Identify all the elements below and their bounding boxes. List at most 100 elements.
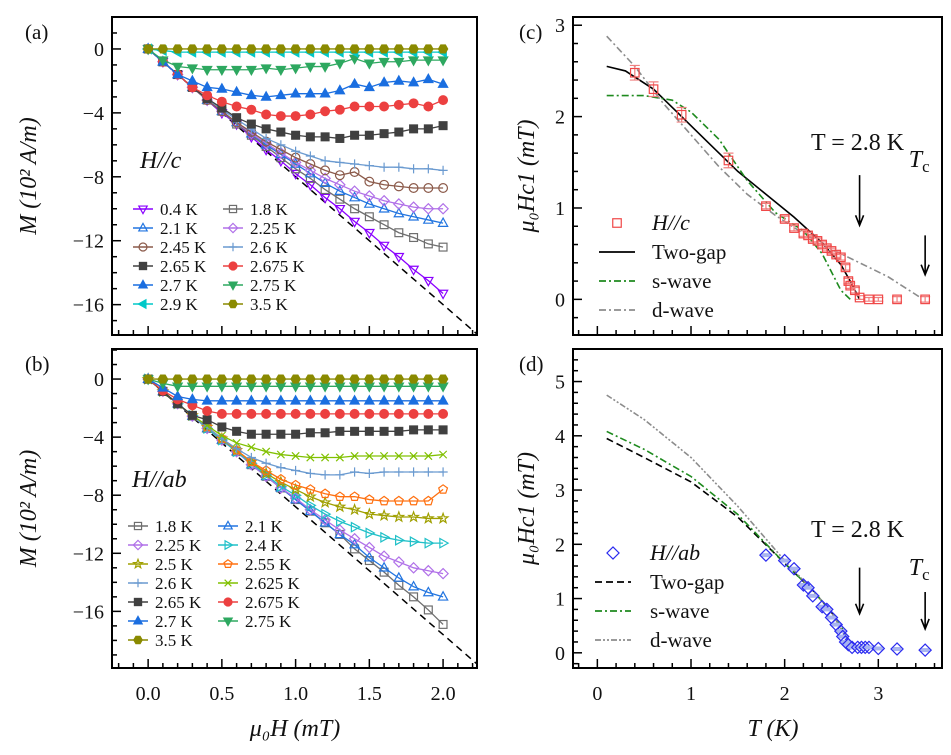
data-point [378, 202, 390, 213]
data-point [378, 561, 390, 572]
data-point [348, 532, 361, 545]
data-point [289, 64, 302, 75]
data-point [335, 157, 345, 168]
data-point [422, 213, 434, 224]
legend-item: 1.8 K [128, 517, 194, 536]
data-point [840, 262, 851, 273]
data-point [864, 294, 874, 305]
data-point [805, 588, 820, 603]
legend-label: 2.625 K [245, 574, 301, 593]
data-point [276, 127, 286, 137]
data-point [378, 57, 390, 69]
data-point [378, 550, 390, 563]
data-point [319, 176, 331, 188]
data-point [291, 130, 301, 140]
data-point [423, 239, 433, 249]
data-point [423, 164, 433, 174]
data-point [348, 185, 361, 198]
data-point [186, 64, 198, 75]
data-point [409, 451, 418, 461]
data-point [216, 44, 228, 54]
y-tick-label: 0 [94, 39, 104, 61]
data-point [437, 77, 449, 88]
data-point [261, 109, 272, 120]
data-point [858, 640, 873, 655]
data-point [436, 511, 450, 524]
y-tick-label: 2 [555, 107, 565, 129]
data-point [172, 382, 184, 393]
data-point [291, 429, 301, 439]
data-point [172, 374, 183, 384]
y-tick-label: 0 [555, 643, 565, 665]
data-point [629, 67, 640, 78]
transition-arrow-icon [854, 175, 865, 228]
data-point [260, 137, 273, 150]
data-point [424, 537, 435, 549]
data-point [275, 89, 287, 100]
data-point [142, 374, 154, 384]
data-point [363, 228, 375, 240]
data-point [437, 44, 449, 54]
legend-label: 2.75 K [245, 612, 292, 631]
data-point [333, 524, 346, 536]
data-point [305, 44, 316, 54]
legend-label: 2.65 K [160, 257, 207, 276]
data-point [305, 151, 315, 161]
fit-curve-d-wave [606, 394, 847, 637]
data-point [393, 207, 405, 218]
data-point [230, 65, 243, 77]
data-point [289, 382, 302, 393]
legend-item: 3.5 K [128, 631, 194, 650]
data-point [216, 65, 228, 77]
fit-curve-two-gap [606, 437, 851, 648]
x-tick-label: 0.5 [209, 683, 234, 705]
legend-item: 2.675 K [223, 257, 306, 276]
legend-item: 2.6 K [128, 574, 194, 593]
data-point [363, 541, 376, 554]
data-point [407, 580, 420, 591]
legend-marker [612, 218, 622, 228]
data-point [321, 508, 332, 520]
data-point [275, 473, 286, 484]
error-bar [789, 224, 800, 232]
data-point [408, 374, 419, 384]
data-point [261, 465, 272, 475]
error-bar [892, 296, 903, 303]
y-tick-label: 4 [555, 426, 565, 448]
legend-item: 2.1 K [218, 517, 284, 536]
data-point [422, 564, 435, 577]
data-point [290, 44, 301, 54]
data-point [246, 374, 257, 384]
data-point [871, 641, 886, 656]
data-point [892, 294, 902, 305]
series-3.5K [142, 44, 449, 54]
data-point [350, 426, 360, 436]
data-point [245, 127, 258, 140]
data-point [409, 124, 419, 134]
y-axis-label: M (10² A/m) [16, 117, 42, 235]
legend-label: 1.8 K [155, 517, 194, 536]
data-point [437, 394, 449, 405]
legend-label: 2.55 K [245, 555, 292, 574]
data-point [261, 408, 272, 419]
data-point [291, 465, 301, 476]
data-point [320, 156, 330, 166]
data-point [437, 202, 449, 215]
data-point [421, 511, 435, 524]
legend-item: s-wave [599, 269, 711, 293]
legend-label: 2.9 K [160, 295, 199, 314]
data-point [348, 217, 361, 228]
data-point [378, 194, 390, 207]
data-point [319, 172, 332, 185]
data-point [438, 450, 448, 459]
data-point [334, 184, 346, 196]
data-point [423, 183, 434, 193]
data-point [275, 408, 286, 419]
data-point [246, 104, 257, 115]
data-point [262, 469, 273, 481]
data-point [365, 451, 374, 461]
data-point [379, 426, 389, 436]
data-point [290, 408, 301, 419]
data-point [187, 374, 198, 384]
plot-area [141, 372, 477, 665]
